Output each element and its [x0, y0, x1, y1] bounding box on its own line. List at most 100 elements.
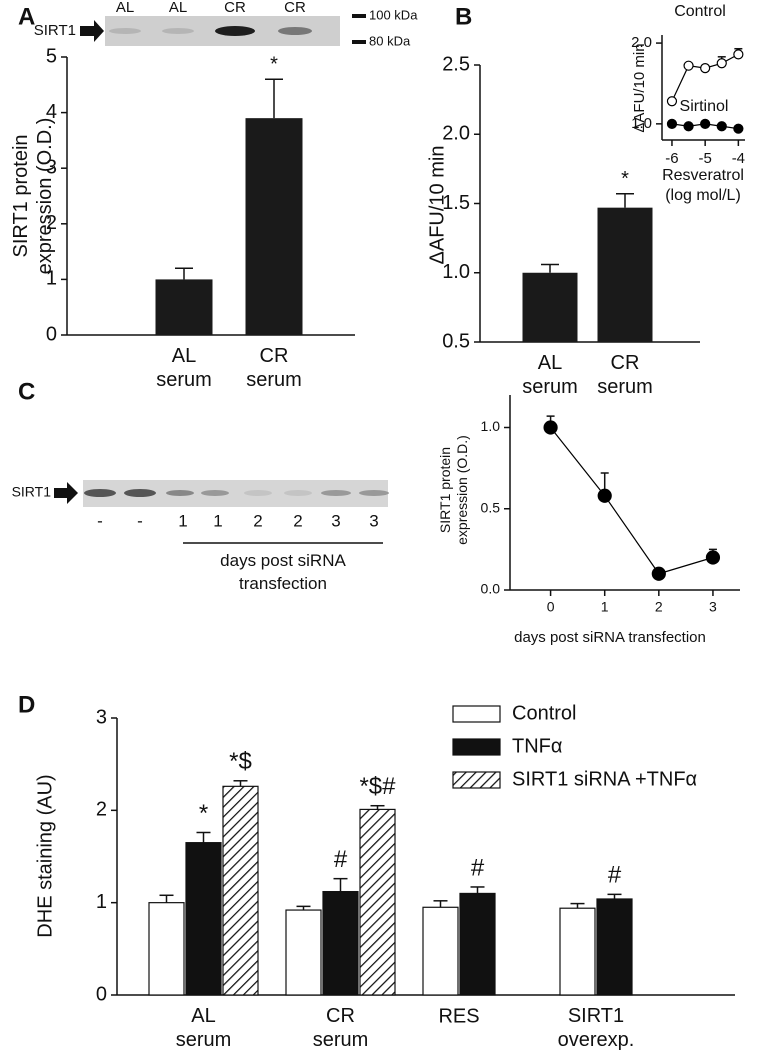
legend-label: TNFα	[512, 735, 562, 757]
blot-lane: 3	[369, 511, 378, 530]
panel-letter: B	[455, 3, 472, 30]
y-tick-label: 2.0	[442, 123, 470, 145]
marker	[716, 121, 727, 132]
annotation: #	[608, 862, 622, 889]
marker	[705, 550, 721, 565]
panel-letter: C	[18, 378, 35, 405]
bar	[597, 207, 653, 342]
bar	[222, 785, 259, 996]
blot-protein: SIRT1	[12, 484, 52, 500]
bar	[359, 808, 396, 996]
blot-lane: CR	[284, 0, 306, 16]
y-tick-label: 1	[46, 268, 57, 290]
legend-label: Control	[512, 702, 576, 724]
y-tick-label: 2	[96, 799, 107, 821]
bar	[185, 842, 222, 996]
marker	[683, 60, 694, 71]
marker	[651, 566, 666, 581]
marker	[597, 488, 612, 503]
bar	[322, 890, 359, 996]
marker	[700, 63, 711, 74]
y-tick-label: 0	[46, 323, 57, 345]
y-tick-label: 2	[46, 212, 57, 234]
blot-lane: -	[137, 511, 143, 530]
y-tick-label: 2.0	[631, 34, 652, 51]
annotation: *	[621, 168, 629, 190]
marker	[700, 118, 711, 129]
bar	[559, 907, 596, 996]
y-tick-label: 3	[96, 706, 107, 728]
marker	[543, 420, 558, 435]
blot-c	[54, 480, 389, 544]
bar	[285, 909, 322, 996]
bar	[422, 906, 459, 996]
marker	[666, 96, 678, 107]
annotation: #	[334, 846, 348, 873]
annotation: *$#	[359, 773, 396, 800]
x-tick-label: AL serum	[176, 1005, 232, 1050]
x-tick-label: 0	[547, 599, 555, 615]
blot-marker: 80 kDa	[369, 33, 411, 48]
series-label: Sirtinol	[680, 98, 729, 115]
y-tick-label: 1.0	[442, 261, 470, 283]
x-tick-label: SIRT1 overexp.	[558, 1005, 635, 1050]
y-tick-label: 0.0	[481, 581, 501, 597]
blot-protein: SIRT1	[34, 22, 76, 39]
annotation: *	[270, 54, 278, 76]
x-tick-label: -4	[732, 150, 745, 167]
y-axis-label: ΔAFU/10 min	[426, 146, 448, 265]
blot-lane: 3	[331, 511, 340, 530]
legend-swatch	[452, 771, 501, 789]
series-line	[550, 427, 714, 575]
legend-label: SIRT1 siRNA +TNFα	[512, 768, 697, 790]
x-tick-label: -6	[665, 150, 678, 167]
blot-marker: 100 kDa	[369, 7, 418, 22]
blot-lane: 1	[213, 511, 222, 530]
bar	[155, 279, 213, 335]
x-tick-label: CR serum	[597, 352, 653, 398]
y-tick-label: 0	[96, 983, 107, 1005]
blot-lane: AL	[169, 0, 187, 16]
bar	[522, 272, 578, 342]
y-tick-label: 1	[96, 891, 107, 913]
blot-lane: CR	[224, 0, 246, 16]
y-tick-label: 2.5	[442, 53, 470, 75]
y-axis-label: ΔAFU/10 min	[631, 43, 648, 132]
y-tick-label: 3	[46, 156, 57, 178]
x-tick-label: AL serum	[522, 352, 578, 398]
x-tick-label: -5	[698, 150, 711, 167]
bar	[245, 118, 303, 335]
annotation: *	[199, 800, 208, 827]
x-tick-label: 1	[601, 599, 609, 615]
annotation: #	[471, 854, 485, 881]
blot-lane: 1	[178, 511, 187, 530]
blot-lane: 2	[293, 511, 302, 530]
x-tick-label: AL serum	[156, 345, 212, 391]
marker	[733, 123, 744, 134]
y-axis-label: SIRT1 proteinexpression (O.D.)	[437, 435, 470, 545]
blot-lane: -	[97, 511, 103, 530]
y-tick-label: 4	[46, 101, 57, 123]
x-tick-label: CR serum	[246, 345, 302, 391]
y-tick-label: 1.0	[481, 418, 501, 434]
y-tick-label: 5	[46, 45, 57, 67]
x-tick-label: RES	[438, 1005, 479, 1027]
panel-letter: A	[18, 3, 35, 30]
x-tick-label: 2	[655, 599, 663, 615]
blot-lane: AL	[116, 0, 134, 16]
y-tick-label: 0.5	[442, 330, 470, 352]
annotation: *$	[229, 748, 252, 775]
marker	[716, 58, 727, 69]
blot-a	[80, 14, 366, 46]
x-axis-label: days post siRNA transfection	[514, 629, 706, 646]
y-tick-label: 1.0	[631, 115, 652, 132]
legend-swatch	[452, 738, 501, 756]
series-line	[671, 53, 739, 102]
blot-caption: days post siRNA transfection	[220, 551, 346, 593]
x-axis-label: Resveratrol (log mol/L)	[662, 167, 744, 204]
marker	[683, 121, 694, 132]
bar	[148, 902, 185, 996]
marker	[666, 118, 678, 129]
